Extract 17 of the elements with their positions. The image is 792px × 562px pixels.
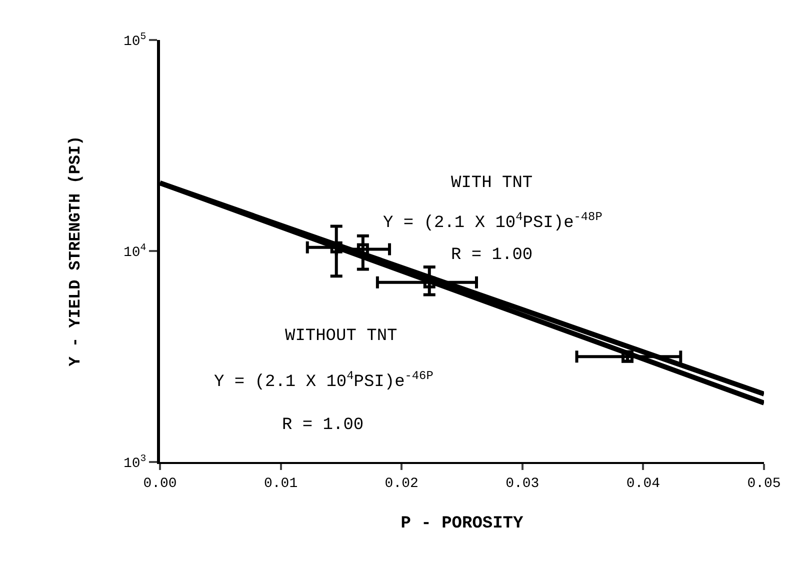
annotation: R = 1.00 [282, 416, 364, 435]
y-tick-label: 10$^{4}$ [123, 242, 146, 261]
annotation: R = 1.00 [451, 246, 533, 265]
annotation: Y = (2.1 X 10$^{4}$PSI)e$^{-46P}$ [214, 369, 434, 392]
x-tick-label: 0.04 [626, 476, 660, 492]
x-axis-title: P - POROSITY [400, 514, 524, 534]
x-tick-label: 0.01 [264, 476, 298, 492]
y-axis-title: Y - YIELD STRENGTH (PSI) [66, 136, 84, 366]
annotation: Y = (2.1 X 10$^{4}$PSI)e$^{-48P}$ [383, 210, 602, 234]
annotation: WITH TNT [451, 174, 533, 193]
y-tick-label: 10$^{5}$ [123, 31, 146, 50]
annotation: WITHOUT TNT [285, 327, 398, 346]
y-tick-label: 10$^{3}$ [123, 453, 146, 472]
x-tick-label: 0.05 [747, 476, 781, 492]
x-tick-label: 0.03 [506, 476, 540, 492]
x-tick-label: 0.00 [143, 476, 177, 492]
x-tick-label: 0.02 [384, 476, 418, 492]
